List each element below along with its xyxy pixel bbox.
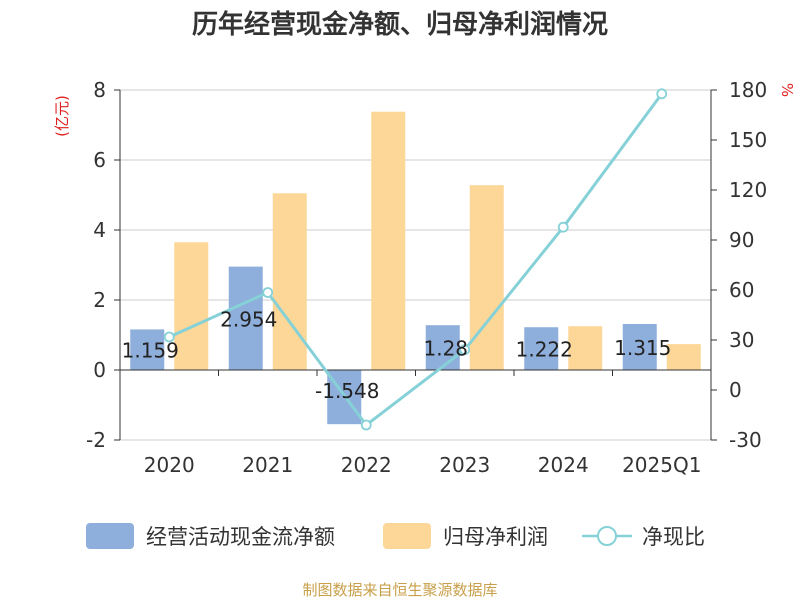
right-tick-label: 180 xyxy=(729,78,767,102)
x-tick-label: 2022 xyxy=(341,453,392,477)
data-labels: 1.159 2.954 -1.548 1.28 1.222 1.315 xyxy=(122,307,672,403)
left-tick-label: 0 xyxy=(93,358,106,382)
ratio-point-2021 xyxy=(262,287,274,298)
legend-swatch-1 xyxy=(383,523,431,549)
left-tick-label: 8 xyxy=(93,78,106,102)
x-tick-label: 2023 xyxy=(439,453,490,477)
data-label-2021: 2.954 xyxy=(220,307,277,331)
bar-netprofit-2022 xyxy=(371,111,406,370)
right-tick-label: 0 xyxy=(729,378,742,402)
right-axis-unit: % xyxy=(778,83,796,97)
bar-netprofit-2025Q1 xyxy=(666,344,701,370)
ratio-point-2024 xyxy=(557,221,569,233)
data-label-2025Q1: 1.315 xyxy=(614,336,671,360)
legend-swatch-0 xyxy=(86,523,134,549)
bar-cashflow-2020 xyxy=(130,329,165,370)
data-label-2020: 1.159 xyxy=(122,339,179,363)
right-tick-label: 90 xyxy=(729,228,754,252)
data-label-2024: 1.222 xyxy=(516,338,573,362)
axes: -2 0 2 4 6 8 -30 0 30 60 90 120 150 180 2020 2021 2022 20… xyxy=(86,78,767,477)
right-tick-label: -30 xyxy=(729,428,762,452)
bar-netprofit-2020 xyxy=(174,242,209,370)
left-tick-label: 2 xyxy=(93,288,106,312)
x-tick-label: 2025Q1 xyxy=(622,453,701,477)
bar-netprofit-2021 xyxy=(272,193,307,370)
left-tick-label: -2 xyxy=(86,428,106,452)
bar-cashflow-2021 xyxy=(228,266,263,370)
ratio-line xyxy=(163,88,668,431)
source-note: 制图数据来自恒生聚源数据库 xyxy=(302,581,497,599)
right-tick-label: 150 xyxy=(729,128,767,152)
ratio-point-2025Q1 xyxy=(656,88,668,100)
x-tick-label: 2024 xyxy=(538,453,589,477)
ratio-point-2023 xyxy=(459,344,471,356)
left-tick-label: 6 xyxy=(93,148,106,172)
right-tick-label: 60 xyxy=(729,278,754,302)
ratio-point-2022 xyxy=(360,419,372,431)
data-label-2022: -1.548 xyxy=(315,379,379,403)
legend-label-0: 经营活动现金流净额 xyxy=(146,525,335,549)
x-tick-label: 2021 xyxy=(242,453,293,477)
legend-label-1: 归母净利润 xyxy=(443,525,548,549)
ratio-line-path xyxy=(168,92,663,428)
right-tick-label: 30 xyxy=(729,328,754,352)
bar-cashflow-2023 xyxy=(425,325,460,370)
right-tick-label: 120 xyxy=(729,178,767,202)
bars xyxy=(130,111,701,425)
x-tick-label: 2020 xyxy=(144,453,195,477)
ratio-point-2020 xyxy=(163,331,175,343)
data-label-2023: 1.28 xyxy=(423,337,468,361)
left-axis-unit: (亿元) xyxy=(53,95,71,137)
bar-cashflow-2025Q1 xyxy=(622,323,657,370)
legend-label-2: 净现比 xyxy=(642,525,705,549)
chart-title: 历年经营现金净额、归母净利润情况 xyxy=(192,9,608,40)
legend-swatch-marker xyxy=(597,526,617,546)
bar-cashflow-2024 xyxy=(524,327,559,370)
bar-netprofit-2023 xyxy=(469,185,504,370)
legend: 经营活动现金流净额 归母净利润 净现比 xyxy=(86,523,705,549)
bar-netprofit-2024 xyxy=(568,326,603,370)
left-tick-label: 4 xyxy=(93,218,106,242)
